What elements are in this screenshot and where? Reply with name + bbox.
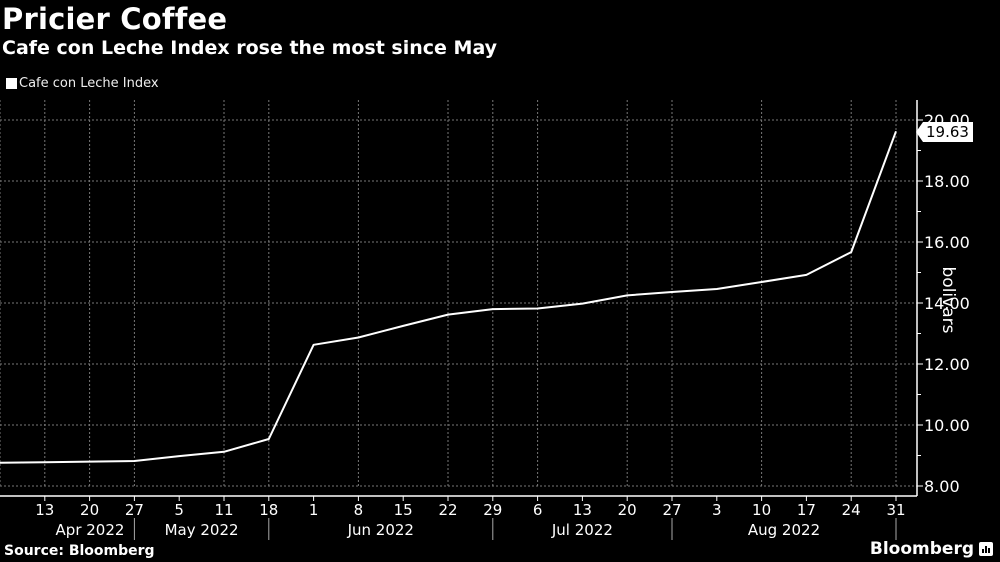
chart-subtitle: Cafe con Leche Index rose the most since… <box>2 37 498 59</box>
x-month-label: Jun 2022 <box>347 521 414 539</box>
x-month-label: May 2022 <box>165 521 239 539</box>
legend-label: Cafe con Leche Index <box>19 76 159 91</box>
y-tick-label: 18.00 <box>924 172 970 191</box>
x-tick-label: 10 <box>752 501 771 519</box>
x-tick-label: 27 <box>125 501 144 519</box>
x-month-label: Jul 2022 <box>551 521 613 539</box>
x-tick-label: 5 <box>174 501 184 519</box>
source-note: Source: Bloomberg <box>4 543 155 559</box>
x-tick-label: 1 <box>309 501 319 519</box>
bloomberg-chart-icon <box>979 542 993 556</box>
x-tick-label: 22 <box>438 501 457 519</box>
x-month-label: Apr 2022 <box>56 521 125 539</box>
x-tick-label: 11 <box>214 501 233 519</box>
y-tick-label: 10.00 <box>924 416 970 435</box>
x-tick-label: 29 <box>483 501 502 519</box>
x-tick-label: 20 <box>80 501 99 519</box>
y-tick-label: 16.00 <box>924 233 970 252</box>
x-tick-label: 8 <box>354 501 364 519</box>
x-tick-label: 31 <box>886 501 905 519</box>
series-line <box>0 130 897 464</box>
last-value-tag: 19.63 <box>916 122 973 142</box>
x-tick-label: 6 <box>533 501 543 519</box>
y-tick-label: 8.00 <box>924 477 960 496</box>
x-month-label: Aug 2022 <box>748 521 820 539</box>
x-tick-label: 13 <box>573 501 592 519</box>
brand-logo: Bloomberg <box>869 539 974 559</box>
legend: Cafe con Leche Index <box>6 76 159 91</box>
y-axis-label: bolivars <box>938 266 958 334</box>
x-tick-label: 13 <box>35 501 54 519</box>
x-tick-label: 18 <box>259 501 278 519</box>
x-tick-label: 24 <box>842 501 861 519</box>
x-tick-label: 17 <box>797 501 816 519</box>
chart-title: Pricier Coffee <box>2 2 228 36</box>
x-tick-label: 3 <box>712 501 722 519</box>
y-tick-label: 14.00 <box>924 294 970 313</box>
x-tick-label: 15 <box>394 501 413 519</box>
x-tick-label: 20 <box>618 501 637 519</box>
y-tick-label: 12.00 <box>924 355 970 374</box>
x-tick-label: 27 <box>662 501 681 519</box>
legend-swatch-icon <box>6 78 17 89</box>
